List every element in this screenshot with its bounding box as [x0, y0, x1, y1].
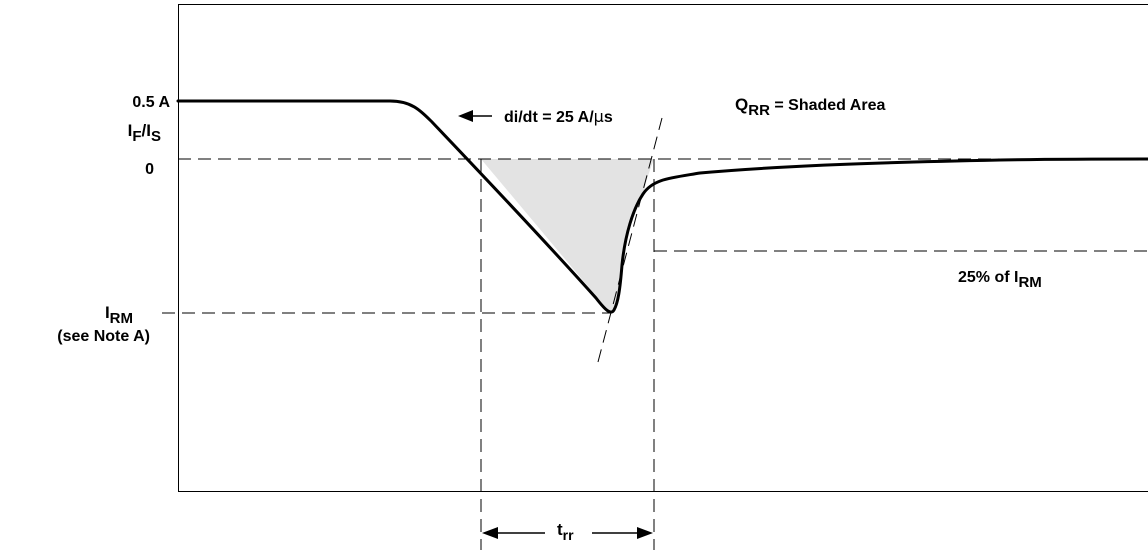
y-quantity-label: IF/IS: [128, 121, 161, 145]
qrr-shaded-area: [481, 159, 654, 313]
trr-label: trr: [557, 520, 574, 543]
level-label-0p5a: 0.5 A: [132, 94, 170, 111]
recovery-tangent-guide: [597, 117, 663, 363]
di-dt-arrow: [458, 110, 492, 122]
zero-label: 0: [145, 161, 154, 178]
trr-dimension-arrows: [482, 527, 653, 539]
di-dt-label: di/dt = 25 A/µs: [504, 107, 613, 126]
plot-frame: [178, 4, 1148, 492]
irm-note-label: (see Note A): [57, 328, 150, 345]
qrr-label: QRR = Shaded Area: [735, 95, 885, 119]
quarter-irm-label: 25% of IRM: [958, 269, 1042, 291]
irm-label: IRM: [105, 303, 133, 327]
current-waveform: [176, 99, 1148, 314]
